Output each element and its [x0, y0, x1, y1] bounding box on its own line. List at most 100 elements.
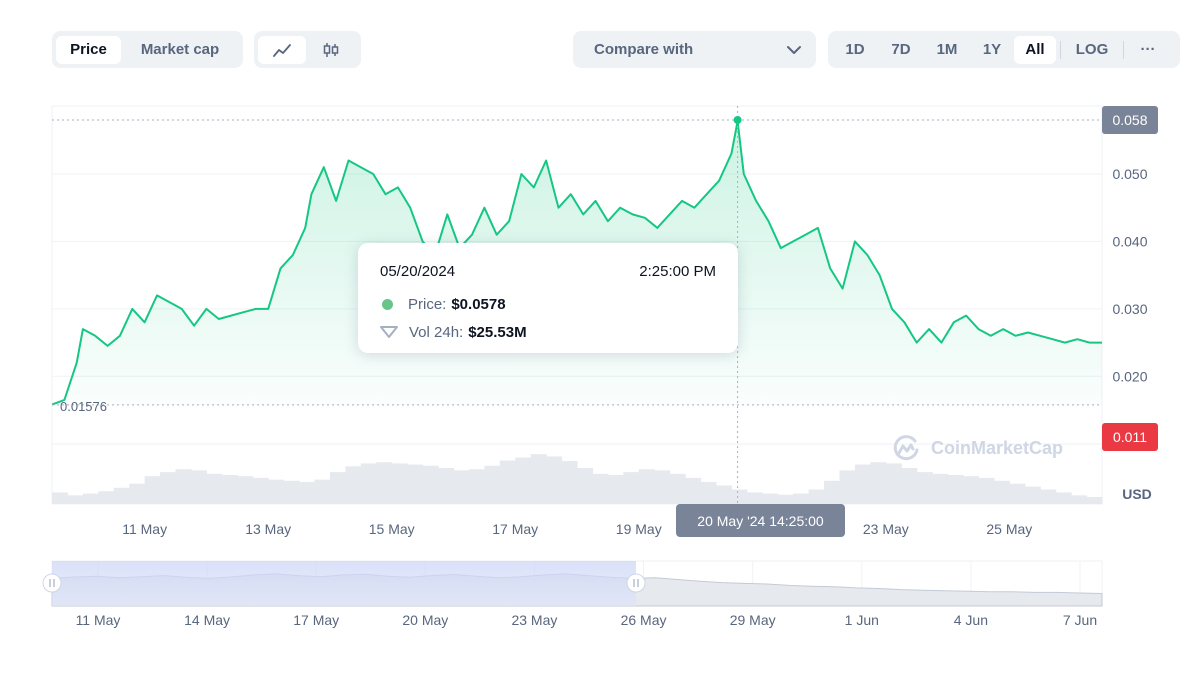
navigator-tick-label: 14 May — [184, 612, 230, 628]
navigator-tick-label: 23 May — [511, 612, 557, 628]
price-line — [51, 120, 1102, 406]
volume-bar — [762, 493, 779, 504]
volume-bar — [870, 462, 887, 504]
navigator-tick-label: 17 May — [293, 612, 339, 628]
candlestick-button[interactable] — [306, 36, 356, 64]
navigator-tick-label: 20 May — [402, 612, 448, 628]
x-tick-label: 23 May — [863, 521, 909, 537]
volume-bar — [453, 470, 470, 504]
more-options-button[interactable]: ··· — [1140, 41, 1156, 58]
volume-bar — [1009, 483, 1026, 504]
y-tick-label: 0.040 — [1112, 233, 1147, 249]
volume-bar — [190, 470, 208, 504]
line-chart-icon — [273, 43, 291, 57]
volume-bar — [407, 464, 424, 504]
start-value-label: 0.01576 — [60, 399, 107, 414]
watermark-text: CoinMarketCap — [931, 437, 1064, 458]
toolbar-divider — [1060, 40, 1061, 59]
volume-bar — [98, 491, 115, 504]
compare-with-dropdown[interactable]: Compare with — [573, 31, 816, 68]
volume-bar — [329, 472, 346, 504]
x-tick-label: 13 May — [245, 521, 291, 537]
price-tab[interactable]: Price — [56, 35, 121, 64]
volume-bar — [82, 493, 99, 504]
chevron-down-icon — [787, 45, 801, 54]
price-dot-icon — [382, 298, 393, 310]
volume-bar — [746, 492, 763, 504]
navigator-tick-label: 29 May — [730, 612, 776, 628]
volume-bar — [654, 470, 671, 504]
volume-bar — [1055, 492, 1072, 504]
volume-bar — [669, 473, 686, 504]
volume-bar — [715, 485, 733, 504]
x-tick-label: 15 May — [369, 521, 415, 537]
volume-bar — [52, 492, 69, 504]
x-tick-label: 25 May — [986, 521, 1032, 537]
volume-bar — [113, 487, 130, 504]
low-value-badge — [1102, 423, 1158, 451]
volume-bar — [607, 475, 624, 504]
chart-tooltip: 05/20/2024 2:25:00 PM Price: $0.0578 Vol… — [358, 243, 738, 353]
volume-bar — [963, 476, 980, 504]
volume-bar — [237, 476, 254, 504]
hover-point — [733, 116, 742, 124]
volume-bar — [1024, 486, 1041, 504]
range-all-button[interactable]: All — [1014, 35, 1056, 64]
tooltip-date: 05/20/2024 — [380, 263, 456, 280]
volume-bar — [808, 489, 825, 504]
volume-bar — [499, 460, 516, 504]
crosshair-date-label: 20 May '24 14:25:00 — [676, 504, 845, 537]
volume-bar — [468, 469, 485, 504]
log-scale-button[interactable]: LOG — [1075, 41, 1109, 58]
navigator-left-handle[interactable] — [42, 573, 62, 593]
value-badges: 0.058 0.011 — [1102, 106, 1158, 451]
compare-with-label: Compare with — [594, 41, 694, 58]
volume-bar — [175, 469, 192, 504]
volume-bar — [1040, 489, 1057, 504]
range-1d-button[interactable]: 1D — [845, 41, 865, 58]
volume-bar — [561, 461, 578, 504]
volume-bar — [252, 477, 269, 504]
metric-toggle: Price Market cap — [52, 31, 243, 68]
volume-bar — [391, 463, 408, 504]
volume-bar — [67, 495, 84, 504]
volume-bar — [793, 493, 810, 504]
tooltip-time: 2:25:00 PM — [639, 263, 716, 280]
navigator-selection — [52, 561, 636, 606]
range-7d-button[interactable]: 7D — [891, 41, 911, 58]
candlestick-icon — [323, 42, 339, 57]
volume-bar — [360, 463, 377, 504]
range-1m-button[interactable]: 1M — [936, 41, 958, 58]
navigator-tick-label: 7 Jun — [1063, 612, 1097, 628]
currency-unit-label: USD — [1122, 486, 1152, 502]
volume-bar — [376, 462, 393, 504]
x-tick-label: 11 May — [122, 521, 167, 537]
volume-bar — [314, 479, 331, 504]
coinmarketcap-logo-icon — [893, 435, 919, 461]
high-value-badge — [1102, 106, 1158, 134]
volume-bar — [422, 465, 439, 504]
market-cap-tab[interactable]: Market cap — [140, 41, 220, 58]
tooltip-price-label: Price: — [408, 295, 447, 313]
line-chart-button[interactable] — [258, 35, 306, 64]
navigator-tick-label: 4 Jun — [954, 612, 988, 628]
tooltip-volume-value: $25.53M — [468, 323, 527, 341]
navigator: 11 May 14 May 17 May 20 May 23 May 26 May 29 M… — [42, 560, 1103, 628]
volume-bar — [515, 457, 532, 504]
volume-bar — [824, 480, 841, 504]
volume-bar — [345, 466, 362, 504]
navigator-tick-label: 26 May — [621, 612, 667, 628]
volume-bar — [160, 472, 177, 504]
volume-bar — [885, 463, 902, 504]
range-1y-button[interactable]: 1Y — [982, 41, 1002, 58]
volume-bar — [854, 464, 871, 504]
volume-bar — [577, 468, 594, 504]
x-tick-label: 19 May — [616, 521, 662, 537]
volume-bar — [901, 468, 918, 504]
navigator-right-handle[interactable] — [626, 573, 646, 593]
volume-bar — [221, 475, 238, 504]
volume-bar — [623, 472, 640, 504]
volume-bar — [1071, 495, 1088, 504]
chart-type-toggle — [254, 31, 361, 68]
